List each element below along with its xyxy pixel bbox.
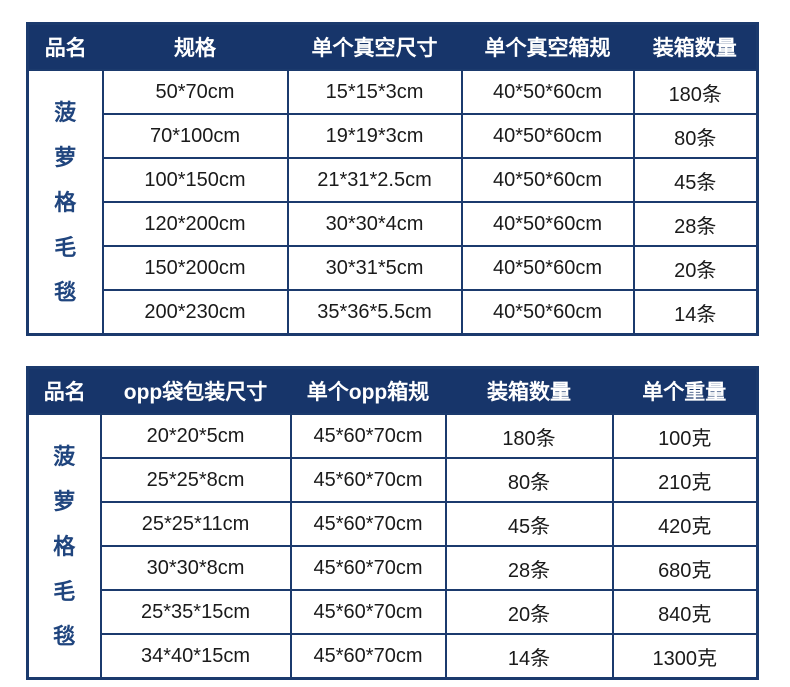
quantity-cell: 80条 xyxy=(444,457,614,503)
quantity-cell: 180条 xyxy=(444,413,614,459)
opp-box-cell: 45*60*70cm xyxy=(289,457,447,503)
header-cell-quantity: 装箱数量 xyxy=(633,23,758,70)
vacuum-box-cell: 40*50*60cm xyxy=(460,245,635,291)
weight-cell: 1300克 xyxy=(611,633,759,680)
header-cell-weight: 单个重量 xyxy=(612,367,758,414)
table-row: 菠萝格毛毯 50*70cm 15*15*3cm 40*50*60cm 180条 xyxy=(26,69,759,336)
product-name: 菠萝格毛毯 xyxy=(54,99,77,305)
header-row: 品名 规格 单个真空尺寸 单个真空箱规 装箱数量 xyxy=(27,23,758,70)
spec-cell: 120*200cm xyxy=(101,201,289,247)
header-cell-spec: 规格 xyxy=(102,23,288,70)
opp-box-cell: 45*60*70cm xyxy=(289,589,447,635)
opp-bag-size-cell: 25*25*11cm xyxy=(99,501,292,547)
opp-box-cell: 45*60*70cm xyxy=(289,545,447,591)
quantity-cell: 45条 xyxy=(632,157,759,203)
vacuum-box-cell: 40*50*60cm xyxy=(460,201,635,247)
quantity-cell: 14条 xyxy=(444,633,614,680)
header-cell-opp-bag-size: opp袋包装尺寸 xyxy=(100,367,291,414)
spec-cell: 150*200cm xyxy=(101,245,289,291)
opp-bag-size-cell: 25*35*15cm xyxy=(99,589,292,635)
opp-box-cell: 45*60*70cm xyxy=(289,413,447,459)
opp-bag-size-cell: 20*20*5cm xyxy=(99,413,292,459)
table-row: 25*25*8cm 45*60*70cm 80条 210克 xyxy=(28,457,759,503)
weight-cell: 420克 xyxy=(611,501,759,547)
table-gap xyxy=(26,336,790,366)
table-row: 100*150cm 21*31*2.5cm 40*50*60cm 45条 xyxy=(28,157,759,203)
quantity-cell: 20条 xyxy=(444,589,614,635)
header-cell-opp-box: 单个opp箱规 xyxy=(290,367,446,414)
table-row: 25*25*11cm 45*60*70cm 45条 420克 xyxy=(28,501,759,547)
vacuum-box-cell: 40*50*60cm xyxy=(460,157,635,203)
vacuum-box-cell: 40*50*60cm xyxy=(460,69,635,115)
table-row: 30*30*8cm 45*60*70cm 28条 680克 xyxy=(28,545,759,591)
header-cell-vacuum-size: 单个真空尺寸 xyxy=(287,23,462,70)
header-cell-quantity: 装箱数量 xyxy=(445,367,613,414)
quantity-cell: 14条 xyxy=(632,289,759,336)
vacuum-size-cell: 21*31*2.5cm xyxy=(286,157,463,203)
table-row: 菠萝格毛毯 20*20*5cm 45*60*70cm 180条 100克 xyxy=(26,413,759,680)
spec-cell: 200*230cm xyxy=(101,289,289,336)
header-cell-product: 品名 xyxy=(27,367,101,414)
opp-box-cell: 45*60*70cm xyxy=(289,633,447,680)
table-row: 200*230cm 35*36*5.5cm 40*50*60cm 14条 xyxy=(28,289,759,336)
vacuum-size-cell: 30*30*4cm xyxy=(286,201,463,247)
opp-bag-size-cell: 30*30*8cm xyxy=(99,545,292,591)
weight-cell: 210克 xyxy=(611,457,759,503)
weight-cell: 680克 xyxy=(611,545,759,591)
vacuum-box-cell: 40*50*60cm xyxy=(460,113,635,159)
header-row: 品名 opp袋包装尺寸 单个opp箱规 装箱数量 单个重量 xyxy=(27,367,758,414)
vacuum-size-cell: 30*31*5cm xyxy=(286,245,463,291)
product-name-cell: 菠萝格毛毯 xyxy=(26,69,104,336)
quantity-cell: 28条 xyxy=(632,201,759,247)
vacuum-box-cell: 40*50*60cm xyxy=(460,289,635,336)
quantity-cell: 45条 xyxy=(444,501,614,547)
quantity-cell: 180条 xyxy=(632,69,759,115)
product-name: 菠萝格毛毯 xyxy=(53,443,76,649)
spec-cell: 100*150cm xyxy=(101,157,289,203)
table-row: 70*100cm 19*19*3cm 40*50*60cm 80条 xyxy=(28,113,759,159)
table-row: 150*200cm 30*31*5cm 40*50*60cm 20条 xyxy=(28,245,759,291)
quantity-cell: 28条 xyxy=(444,545,614,591)
spec-cell: 50*70cm xyxy=(101,69,289,115)
table-row: 25*35*15cm 45*60*70cm 20条 840克 xyxy=(28,589,759,635)
table-row: 34*40*15cm 45*60*70cm 14条 1300克 xyxy=(28,633,759,680)
opp-packing-table: 品名 opp袋包装尺寸 单个opp箱规 装箱数量 单个重量 菠萝格毛毯 20*2… xyxy=(26,366,759,680)
opp-box-cell: 45*60*70cm xyxy=(289,501,447,547)
table-row: 120*200cm 30*30*4cm 40*50*60cm 28条 xyxy=(28,201,759,247)
quantity-cell: 20条 xyxy=(632,245,759,291)
vacuum-size-cell: 35*36*5.5cm xyxy=(286,289,463,336)
header-cell-product: 品名 xyxy=(27,23,103,70)
vacuum-size-cell: 19*19*3cm xyxy=(286,113,463,159)
weight-cell: 100克 xyxy=(611,413,759,459)
opp-bag-size-cell: 25*25*8cm xyxy=(99,457,292,503)
vacuum-size-cell: 15*15*3cm xyxy=(286,69,463,115)
opp-bag-size-cell: 34*40*15cm xyxy=(99,633,292,680)
header-cell-vacuum-box: 单个真空箱规 xyxy=(461,23,634,70)
weight-cell: 840克 xyxy=(611,589,759,635)
product-name-cell: 菠萝格毛毯 xyxy=(26,413,102,680)
spec-cell: 70*100cm xyxy=(101,113,289,159)
quantity-cell: 80条 xyxy=(632,113,759,159)
vacuum-packing-table: 品名 规格 单个真空尺寸 单个真空箱规 装箱数量 菠萝格毛毯 50*70cm 1… xyxy=(26,22,759,336)
